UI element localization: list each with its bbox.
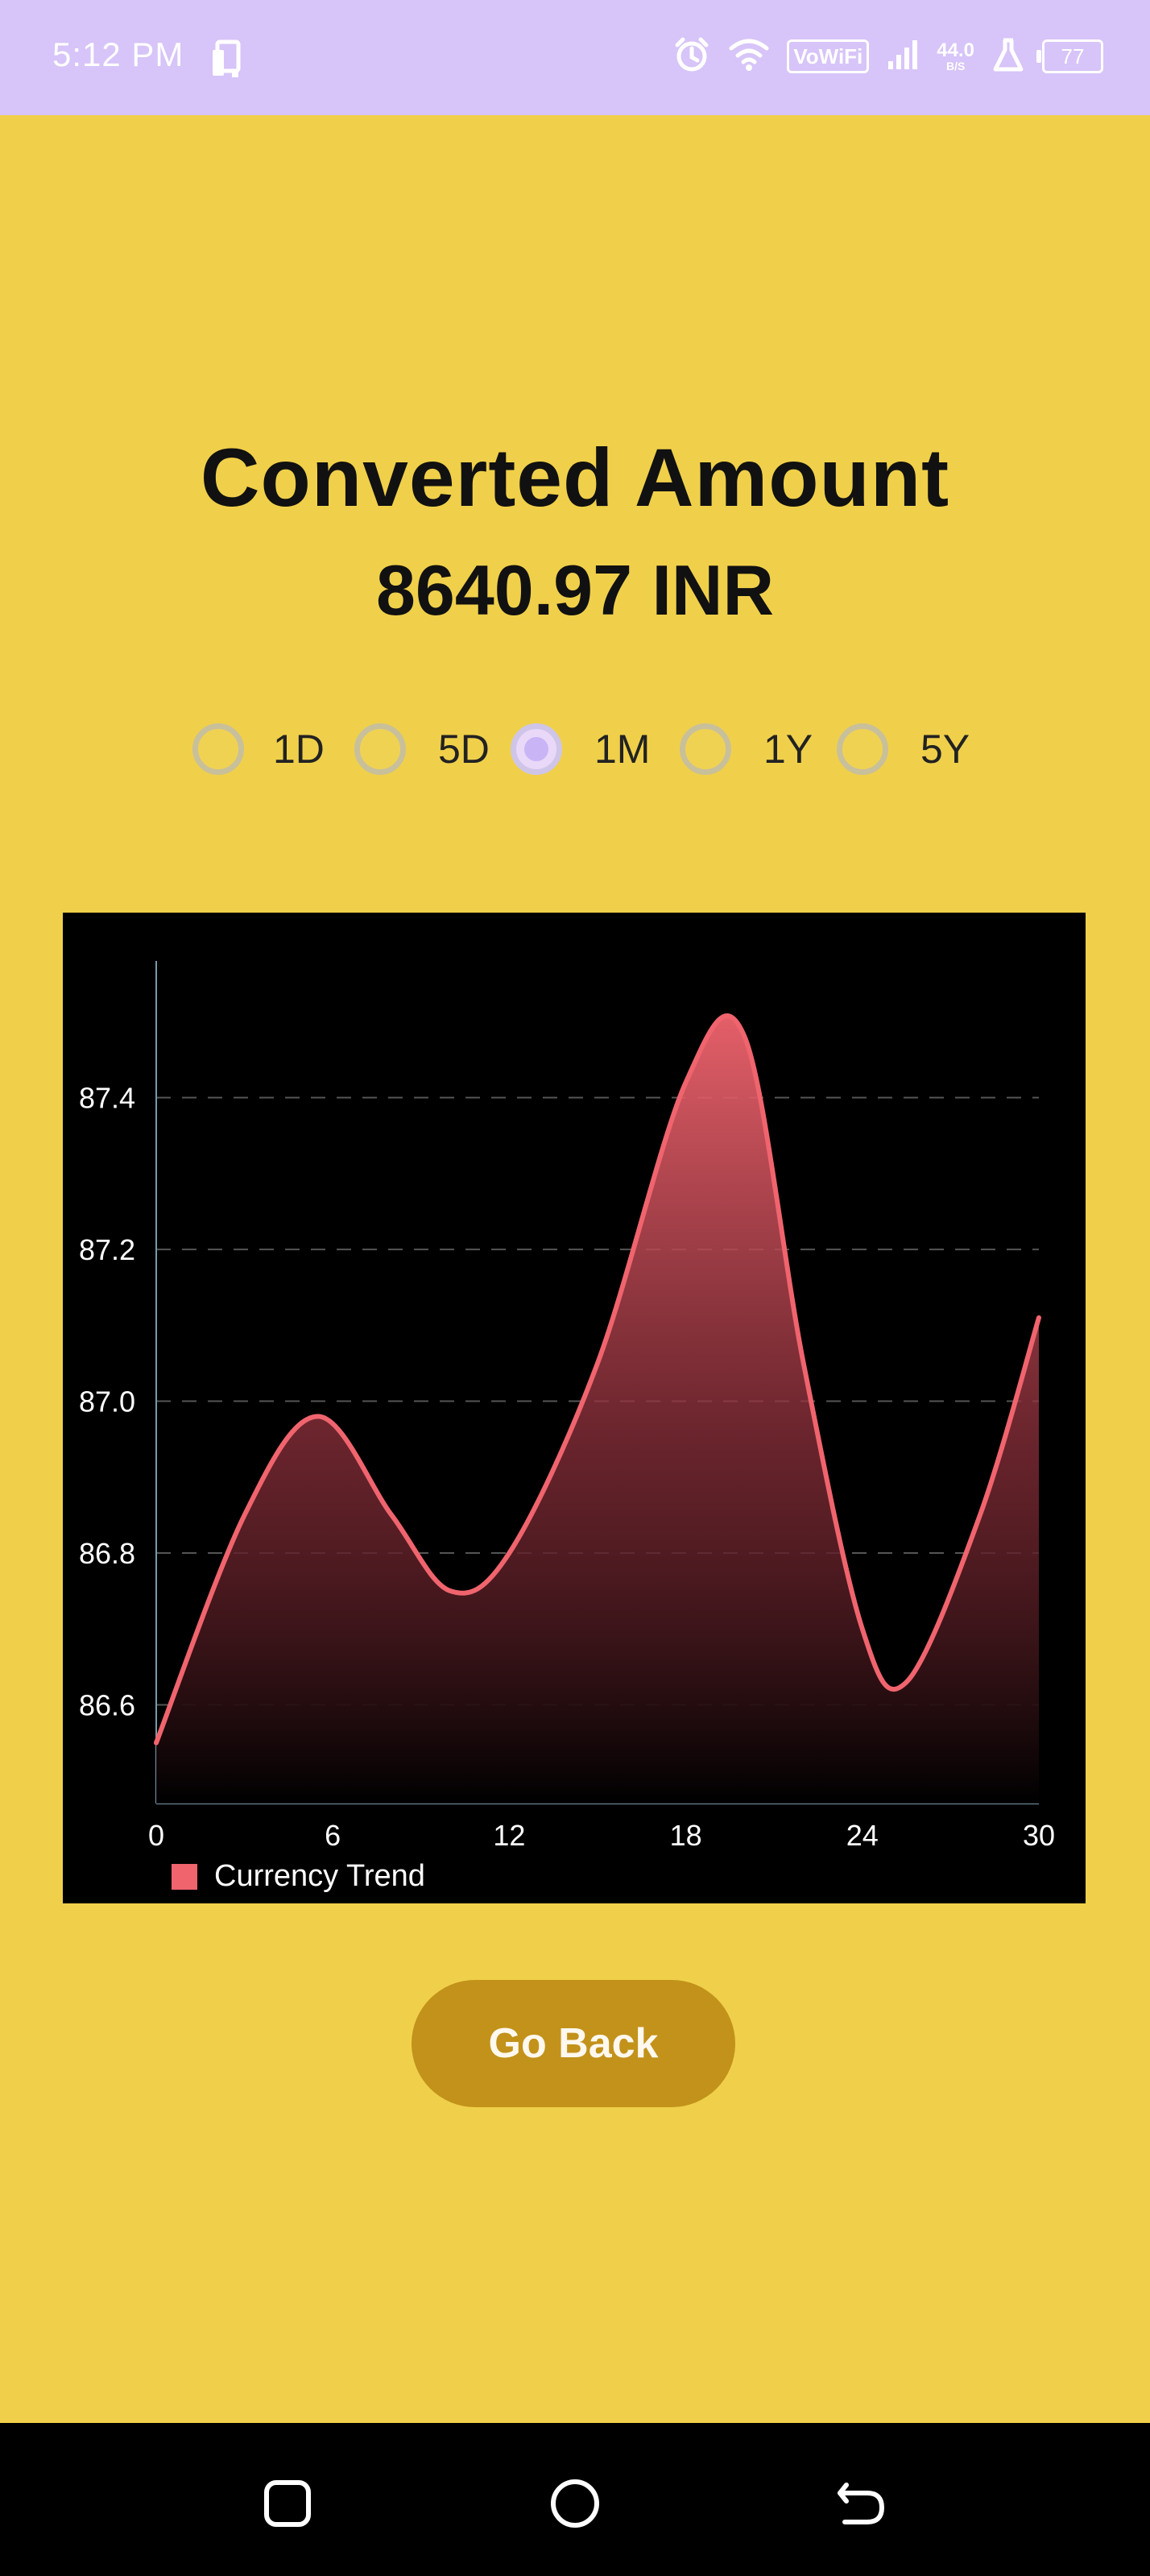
radio-button[interactable] bbox=[354, 723, 406, 775]
back-icon[interactable] bbox=[829, 2471, 894, 2536]
radio-option-1d[interactable]: 1D bbox=[192, 713, 325, 785]
series-area bbox=[156, 1015, 1039, 1804]
radio-label: 5Y bbox=[920, 727, 970, 772]
series-line bbox=[154, 1013, 1041, 1746]
legend-swatch bbox=[172, 1864, 197, 1890]
y-tick-label: 87.4 bbox=[79, 1082, 135, 1115]
x-tick-label: 24 bbox=[846, 1819, 879, 1852]
battery-icon: 77 bbox=[1036, 39, 1103, 73]
status-icons: VoWiFi 44.0 B/S 77 bbox=[672, 32, 1103, 81]
flask-icon bbox=[992, 37, 1024, 77]
radio-option-1m[interactable]: 1M bbox=[511, 713, 650, 785]
x-tick-label: 18 bbox=[670, 1819, 702, 1852]
page-title: Converted Amount bbox=[200, 432, 950, 524]
chart-legend: Currency Trend bbox=[172, 1859, 425, 1893]
x-tick-label: 30 bbox=[1023, 1819, 1055, 1852]
radio-label: 1Y bbox=[763, 727, 813, 772]
y-tick-label: 86.8 bbox=[79, 1537, 135, 1570]
radio-label: 1M bbox=[594, 727, 651, 772]
x-tick-label: 0 bbox=[148, 1819, 164, 1852]
radio-label: 5D bbox=[438, 727, 490, 772]
radio-button-selected[interactable] bbox=[511, 723, 562, 775]
currency-trend-chart[interactable]: 86.6 86.8 87.0 87.2 87.4 0 6 12 18 24 30 Currency … bbox=[63, 913, 1086, 1903]
status-time: 5:12 PM bbox=[52, 35, 184, 73]
radio-label: 1D bbox=[273, 727, 325, 772]
converted-amount: 8640.97 INR bbox=[375, 550, 775, 630]
x-tick-label: 6 bbox=[325, 1819, 341, 1852]
x-tick-label: 12 bbox=[493, 1819, 525, 1852]
sim-card-icon bbox=[211, 39, 248, 83]
go-back-button[interactable]: Go Back bbox=[412, 1980, 735, 2107]
range-radio-group: 1D 5D 1M 1Y 5Y bbox=[0, 713, 1150, 785]
alarm-icon bbox=[672, 35, 711, 78]
radio-option-5y[interactable]: 5Y bbox=[837, 713, 970, 785]
y-tick-label: 87.0 bbox=[79, 1385, 135, 1418]
chart-series bbox=[154, 1013, 1041, 1804]
chart-svg: 86.6 86.8 87.0 87.2 87.4 0 6 12 18 24 30 Currency … bbox=[79, 961, 1055, 1893]
speed-unit: B/S bbox=[945, 60, 966, 72]
y-tick-label: 86.6 bbox=[79, 1688, 135, 1721]
legend-label: Currency Trend bbox=[214, 1859, 425, 1893]
radio-option-1y[interactable]: 1Y bbox=[680, 713, 813, 785]
radio-button[interactable] bbox=[680, 723, 731, 775]
recent-apps-icon[interactable] bbox=[255, 2471, 320, 2536]
signal-icon bbox=[887, 39, 919, 75]
navigation-bar bbox=[0, 2423, 1150, 2576]
radio-selected-dot bbox=[524, 737, 548, 761]
speed-value: 44.0 bbox=[937, 39, 974, 61]
y-tick-label: 87.2 bbox=[79, 1233, 135, 1266]
status-bar: 5:12 PM VoWiFi bbox=[0, 0, 1150, 115]
vowifi-icon: VoWiFi bbox=[787, 39, 870, 73]
radio-button[interactable] bbox=[192, 723, 244, 775]
wifi-icon bbox=[729, 37, 769, 77]
radio-button[interactable] bbox=[837, 723, 888, 775]
data-speed-icon: 44.0 B/S bbox=[937, 41, 974, 72]
radio-option-5d[interactable]: 5D bbox=[354, 713, 490, 785]
home-icon[interactable] bbox=[543, 2471, 607, 2536]
